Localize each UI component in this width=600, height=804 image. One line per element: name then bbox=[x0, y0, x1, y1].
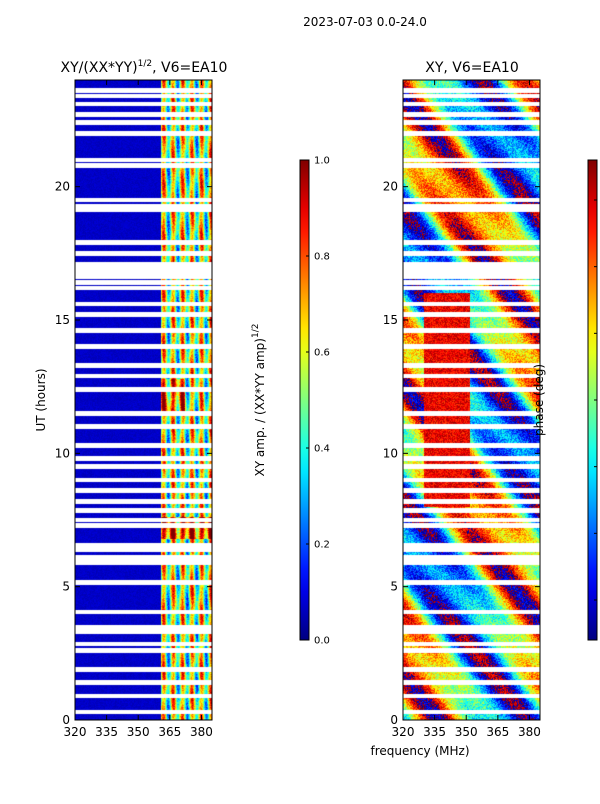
right-xtick-label: 320 bbox=[392, 725, 415, 739]
left-ytick-label: 5 bbox=[62, 580, 70, 594]
right-xtick-group: 320 335 350 365 380 bbox=[392, 80, 541, 739]
left-axes-frame bbox=[74, 79, 213, 721]
left-title-main: XY/(XX*YY) bbox=[61, 60, 138, 76]
right-ytick-label: 5 bbox=[390, 580, 398, 594]
right-xtick-label: 365 bbox=[486, 725, 509, 739]
left-title-exponent: 1/2 bbox=[138, 59, 152, 69]
right-panel-title: XY, V6=EA10 bbox=[425, 60, 519, 76]
left-title-suffix: , V6=EA10 bbox=[152, 60, 227, 76]
amp-colorbar-tick-label: 1.0 bbox=[314, 156, 330, 167]
left-xtick-label: 365 bbox=[158, 725, 181, 739]
amp-label-exponent: 1/2 bbox=[251, 324, 261, 338]
left-ytick-group: 0 5 10 15 20 bbox=[55, 180, 212, 727]
amp-colorbar-tick-label: 0.4 bbox=[314, 444, 330, 455]
right-ytick-group: 0 5 10 15 20 bbox=[383, 180, 540, 727]
left-heatmap-image bbox=[75, 80, 212, 720]
phase-colorbar-label: phase (deg) bbox=[532, 364, 546, 436]
y-axis-label: UT (hours) bbox=[34, 368, 48, 431]
left-xtick-label: 350 bbox=[127, 725, 150, 739]
amp-colorbar-bar bbox=[299, 159, 310, 641]
amp-colorbar-tick-label: 0.6 bbox=[314, 348, 330, 359]
left-ytick-label: 0 bbox=[62, 713, 70, 727]
amp-colorbar-tick-label: 0.2 bbox=[314, 540, 330, 551]
left-ytick-label: 15 bbox=[55, 313, 70, 327]
left-xtick-label: 320 bbox=[64, 725, 87, 739]
right-xtick-label: 335 bbox=[423, 725, 446, 739]
amp-colorbar-tick-label: 0.8 bbox=[314, 252, 330, 263]
right-xtick-label: 380 bbox=[518, 725, 541, 739]
right-ytick-label: 10 bbox=[383, 446, 398, 460]
amplitude-colorbar-label: XY amp. / (XX*YY amp)1/2 bbox=[251, 324, 267, 477]
right-heatmap bbox=[403, 80, 540, 720]
left-ytick-label: 20 bbox=[55, 180, 70, 194]
left-panel-title: XY/(XX*YY)1/2, V6=EA10 bbox=[61, 59, 228, 76]
left-xtick-group: 320 335 350 365 380 bbox=[64, 80, 213, 739]
phase-colorbar: −150−100−50050100150 bbox=[587, 159, 598, 641]
suptitle: 2023-07-03 0.0-24.0 bbox=[303, 15, 427, 29]
left-heatmap bbox=[75, 80, 212, 720]
right-xtick-label: 350 bbox=[455, 725, 478, 739]
amp-colorbar-tick-label: 0.0 bbox=[314, 636, 330, 647]
amp-label-main: XY amp. / (XX*YY amp) bbox=[253, 338, 267, 476]
right-ytick-label: 15 bbox=[383, 313, 398, 327]
right-heatmap-image bbox=[403, 80, 540, 720]
right-axes-frame bbox=[402, 79, 541, 721]
right-ytick-label: 0 bbox=[390, 713, 398, 727]
left-xtick-label: 380 bbox=[190, 725, 213, 739]
x-axis-label: frequency (MHz) bbox=[370, 744, 469, 758]
right-ytick-label: 20 bbox=[383, 180, 398, 194]
left-ytick-label: 10 bbox=[55, 446, 70, 460]
left-xtick-label: 335 bbox=[95, 725, 118, 739]
amplitude-colorbar: 0.0 0.2 0.4 0.6 0.8 1.0 bbox=[299, 156, 330, 647]
